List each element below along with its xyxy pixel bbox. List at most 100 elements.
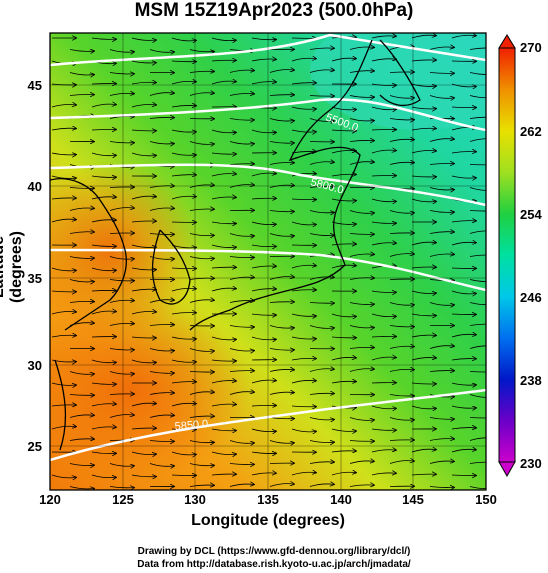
wind-arrow — [149, 463, 174, 467]
wind-arrow — [69, 50, 94, 52]
wind-arrow — [171, 268, 196, 269]
wind-arrow — [229, 233, 254, 237]
wind-arrow — [349, 369, 374, 372]
wind-arrow — [291, 173, 316, 177]
wind-arrow — [171, 403, 196, 407]
wind-arrow — [171, 105, 196, 107]
wind-arrow — [371, 336, 396, 337]
wind-arrow — [411, 83, 436, 86]
wind-arrow — [309, 277, 334, 280]
wind-arrow — [389, 302, 414, 306]
wind-arrow — [291, 83, 316, 84]
wind-arrow — [91, 129, 116, 130]
wind-arrow — [469, 486, 486, 490]
wind-arrow — [469, 72, 486, 75]
wind-arrow — [51, 198, 76, 199]
height-contour — [50, 163, 486, 207]
wind-arrow — [389, 162, 414, 164]
wind-arrow — [269, 325, 294, 329]
wind-arrow — [389, 254, 414, 257]
wind-arrow — [211, 267, 236, 268]
wind-arrow — [309, 369, 334, 372]
wind-arrow — [171, 451, 196, 455]
wind-arrow — [309, 325, 334, 329]
wind-arrow — [429, 371, 454, 372]
wind-arrow — [371, 313, 396, 317]
wind-arrow — [109, 349, 134, 350]
wind-arrow — [69, 464, 94, 466]
wind-arrow — [51, 291, 76, 292]
wind-arrow — [109, 487, 134, 488]
wind-arrow — [469, 254, 486, 257]
wind-arrow — [171, 175, 196, 176]
wind-arrow — [291, 428, 316, 432]
mainland-coastline — [50, 178, 127, 331]
wind-arrow — [149, 208, 174, 211]
wind-arrow — [291, 221, 316, 225]
wind-arrow — [189, 392, 214, 395]
colorbar-tick-label: 254 — [520, 207, 542, 222]
wind-arrow — [149, 117, 174, 118]
wind-arrow — [91, 38, 116, 39]
wind-arrow — [371, 59, 396, 61]
wind-arrow — [371, 106, 396, 110]
wind-arrow — [469, 279, 486, 283]
wind-arrow — [109, 300, 134, 302]
wind-arrow — [411, 128, 436, 130]
wind-arrow — [389, 417, 414, 421]
wind-arrow — [211, 81, 236, 85]
wind-arrow — [131, 61, 156, 63]
wind-arrow — [251, 266, 276, 268]
wind-arrow — [69, 208, 94, 211]
wind-arrow — [251, 452, 276, 454]
x-tick-label: 140 — [330, 492, 352, 507]
wind-arrow — [189, 185, 214, 188]
wind-arrow — [131, 37, 156, 40]
wind-arrow — [309, 211, 334, 213]
wind-arrow — [171, 382, 196, 383]
wind-arrow — [371, 291, 396, 292]
wind-arrow — [429, 73, 454, 74]
wind-arrow — [469, 116, 486, 119]
wind-arrow — [429, 461, 454, 464]
wind-arrow — [469, 187, 486, 191]
wind-arrow — [269, 211, 294, 212]
wind-arrow — [251, 289, 276, 292]
y-axis-label: Latitude (degrees) — [0, 230, 25, 304]
wind-arrow — [211, 60, 236, 61]
contour-label: 5850.0 — [174, 418, 209, 433]
cool-region — [310, 33, 486, 130]
wind-arrow — [109, 256, 134, 260]
wind-arrow — [429, 211, 454, 213]
wind-arrow — [91, 383, 116, 384]
wind-arrow — [229, 326, 254, 328]
wind-arrow — [269, 95, 294, 96]
wind-arrow — [451, 151, 476, 153]
wind-arrow — [229, 164, 254, 165]
wind-arrow — [91, 197, 116, 199]
wind-arrow — [211, 381, 236, 384]
wind-arrow — [349, 347, 374, 348]
wind-arrow — [109, 371, 134, 375]
wind-arrow — [171, 81, 196, 85]
wind-arrow — [251, 82, 276, 85]
wind-arrow — [211, 404, 236, 406]
korea-coastline — [151, 229, 191, 305]
y-tick-label: 35 — [27, 271, 42, 286]
wind-arrow — [429, 254, 454, 257]
wind-arrow — [451, 334, 476, 338]
wind-arrow — [131, 289, 156, 291]
wind-arrow — [291, 107, 316, 109]
wind-arrow — [309, 417, 334, 420]
wind-arrow — [229, 141, 254, 145]
hokkaido-coastline — [379, 39, 421, 107]
wind-arrow — [331, 199, 356, 201]
wind-arrow — [411, 198, 436, 202]
wind-arrow — [69, 279, 94, 282]
wind-arrow — [469, 345, 486, 349]
wind-arrow — [149, 49, 174, 53]
wind-arrow — [389, 233, 414, 234]
wind-arrow — [69, 257, 94, 259]
wind-arrow — [331, 337, 356, 338]
wind-arrow — [331, 106, 356, 110]
